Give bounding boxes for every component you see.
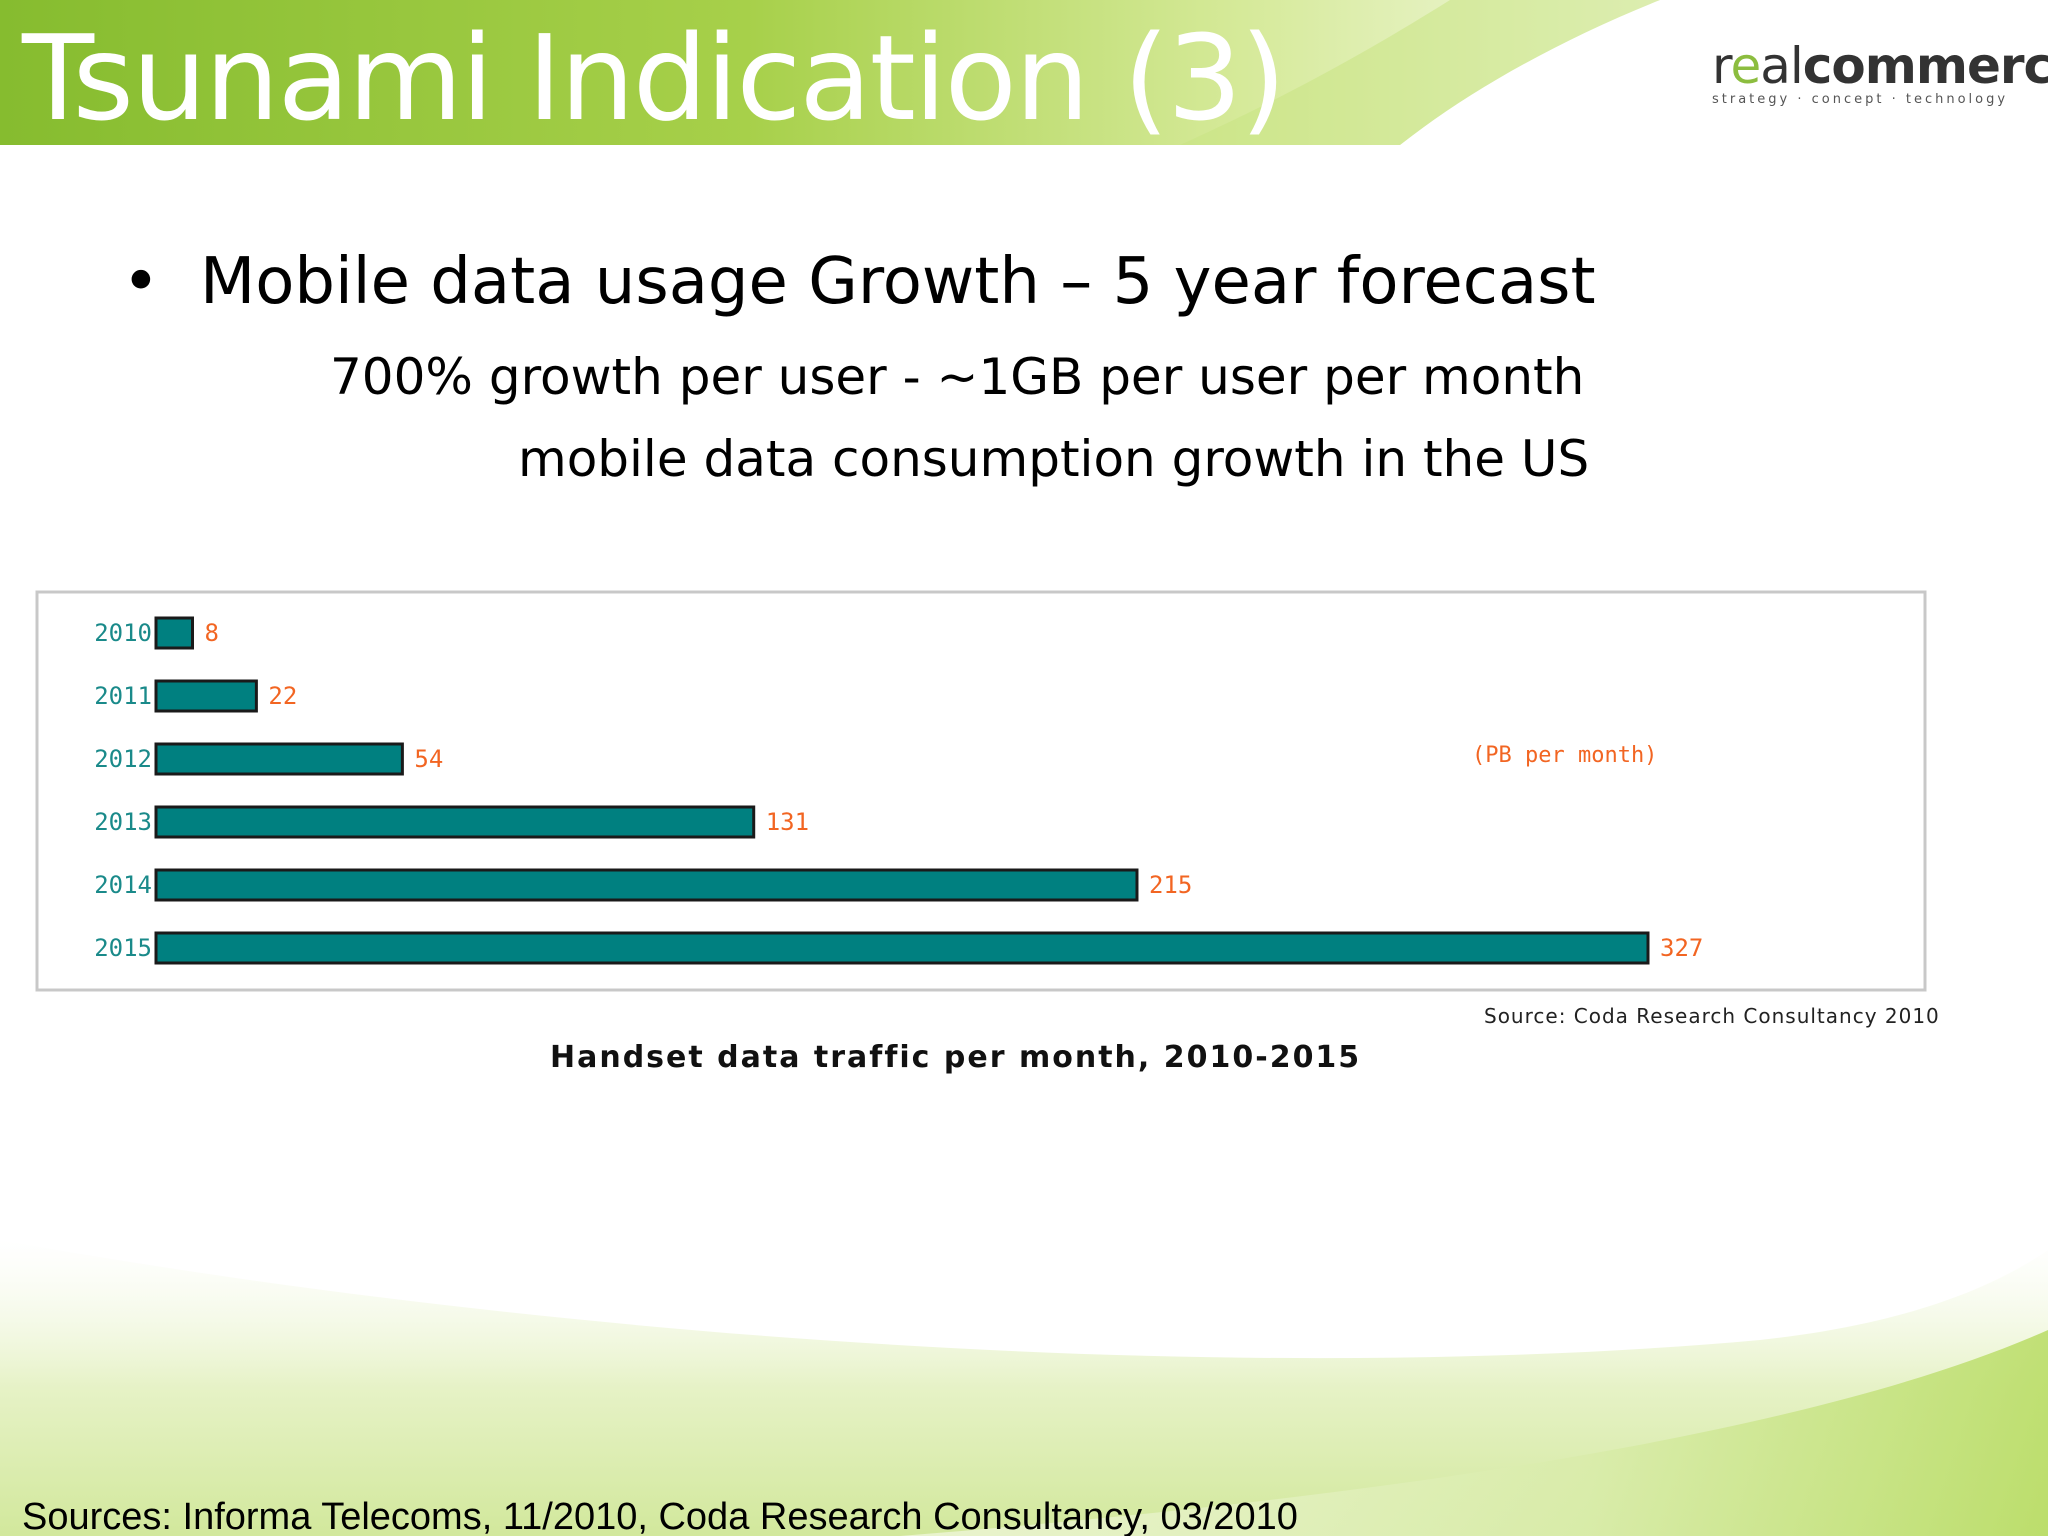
logo-tagline: strategy · concept · technology (1712, 92, 2009, 107)
value-label-2013: 131 (766, 808, 809, 836)
chart-source: Source: Coda Research Consultancy 2010 (1484, 1004, 1940, 1028)
bar-2014 (154, 868, 1139, 902)
sub-point-us-consumption: mobile data consumption growth in the US (518, 430, 1590, 488)
value-label-2012: 54 (414, 745, 443, 773)
chart-frame (35, 590, 1927, 992)
year-label-2012: 2012 (94, 745, 152, 773)
value-label-2015: 327 (1660, 934, 1703, 962)
logo-wordmark: realcommerce (1712, 37, 2048, 95)
value-label-2014: 215 (1149, 871, 1192, 899)
year-label-2014: 2014 (94, 871, 152, 899)
bar-2013 (154, 805, 756, 839)
header-highlight (1080, 0, 1660, 145)
bar-2015 (154, 931, 1650, 965)
year-label-2010: 2010 (94, 619, 152, 647)
slide-title: Tsunami Indication (3) (22, 9, 1286, 147)
footer-swoosh (0, 1240, 2048, 1536)
value-label-2011: 22 (268, 682, 297, 710)
bullet-dot-icon: • (122, 245, 160, 319)
header-band (0, 0, 1660, 145)
sub-point-growth-per-user: 700% growth per user - ~1GB per user per… (330, 348, 1585, 406)
value-label-2010: 8 (205, 619, 219, 647)
footer-sources: Sources: Informa Telecoms, 11/2010, Coda… (22, 1496, 1298, 1536)
bar-2012 (154, 742, 404, 776)
chart-bars: 2010 8 2011 22 2012 54 2013 131 2014 215 2015 327 (94, 616, 1703, 965)
bar-2010 (154, 616, 195, 650)
bar-2011 (154, 679, 258, 713)
chart-title: Handset data traffic per month, 2010-201… (550, 1040, 1362, 1075)
year-label-2013: 2013 (94, 808, 152, 836)
footer-swoosh-accent (900, 1330, 2048, 1536)
year-label-2015: 2015 (94, 934, 152, 962)
chart-unit-label: (PB per month) (1472, 743, 1657, 768)
year-label-2011: 2011 (94, 682, 152, 710)
bullet-point: Mobile data usage Growth – 5 year foreca… (200, 245, 1596, 319)
realcommerce-logo: realcommerce strategy · concept · techno… (1712, 37, 2048, 108)
